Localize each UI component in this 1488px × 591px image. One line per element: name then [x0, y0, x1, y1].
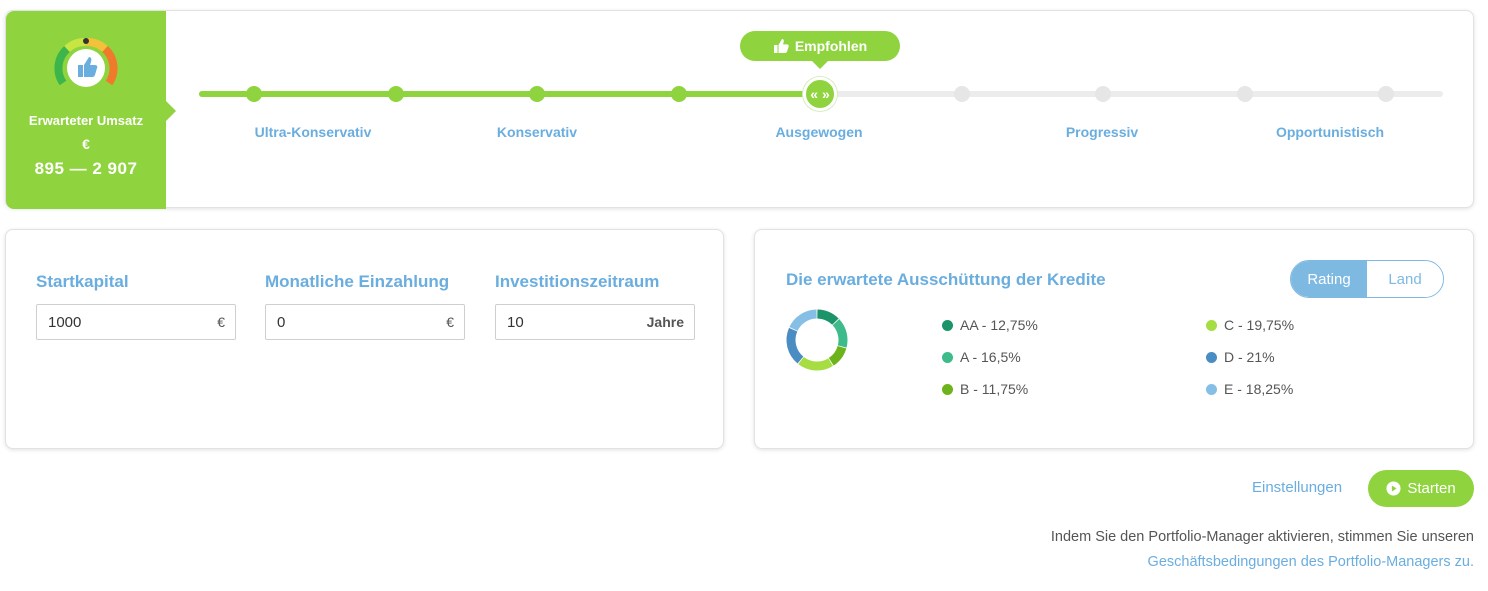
legend-item-d: D - 21%	[1206, 349, 1275, 365]
thumbs-up-icon	[773, 39, 789, 53]
start-capital-field: Startkapital €	[36, 272, 236, 340]
start-capital-box: €	[36, 304, 236, 340]
investment-period-unit: Jahre	[646, 314, 684, 330]
terms-text: Indem Sie den Portfolio-Manager aktivier…	[1050, 529, 1474, 545]
level-opportunistisch[interactable]: Opportunistisch	[1275, 124, 1385, 140]
legend-dot-b	[942, 383, 953, 395]
investment-period-input[interactable]	[496, 305, 646, 339]
legend-dot-a	[942, 351, 953, 363]
monthly-deposit-box: €	[265, 304, 465, 340]
terms-link[interactable]: Geschäftsbedingungen des Portfolio-Manag…	[1147, 554, 1474, 570]
start-button[interactable]: Starten	[1368, 470, 1474, 507]
risk-slider-step[interactable]	[246, 86, 262, 102]
loan-distribution-card: Die erwartete Ausschüttung der Kredite R…	[754, 229, 1474, 449]
expected-revenue-panel: Erwarteter Umsatz € 895 — 2 907	[6, 11, 176, 209]
distribution-title: Die erwartete Ausschüttung der Kredite	[786, 270, 1106, 289]
risk-slider-step[interactable]	[1236, 86, 1253, 102]
legend-item-e: E - 18,25%	[1206, 381, 1293, 397]
legend-item-c: C - 19,75%	[1206, 317, 1294, 333]
donut-slice-4	[798, 356, 833, 371]
level-progressiv[interactable]: Progressiv	[1065, 124, 1139, 140]
legend-item-a: A - 16,5%	[942, 349, 1021, 365]
risk-slider-handle[interactable]: « »	[803, 77, 837, 111]
rating-land-toggle: Rating Land	[1290, 260, 1444, 298]
donut-slice-5	[786, 327, 804, 364]
legend-dot-e	[1206, 383, 1217, 395]
legend-label-aa: AA - 12,75%	[960, 317, 1038, 333]
legend-dot-d	[1206, 351, 1217, 363]
risk-slider-step[interactable]	[1095, 86, 1111, 102]
legend-label-a: A - 16,5%	[960, 349, 1021, 365]
revenue-currency: €	[82, 136, 90, 152]
level-konservativ[interactable]: Konservativ	[496, 124, 578, 140]
toggle-land[interactable]: Land	[1367, 261, 1443, 297]
risk-slider-step[interactable]	[387, 86, 404, 102]
settings-link[interactable]: Einstellungen	[1252, 479, 1343, 496]
level-ausgewogen[interactable]: Ausgewogen	[775, 124, 863, 140]
monthly-deposit-unit: €	[446, 314, 454, 330]
donut-slice-1	[816, 309, 839, 326]
level-ultra-konservativ[interactable]: Ultra-Konservativ	[254, 124, 372, 140]
play-circle-icon	[1386, 481, 1401, 496]
thumbs-up-gauge-icon	[54, 38, 118, 87]
risk-slider-step[interactable]	[670, 86, 687, 102]
start-capital-input[interactable]	[37, 305, 187, 339]
legend-item-b: B - 11,75%	[942, 381, 1028, 397]
expected-revenue-label: Erwarteter Umsatz	[28, 113, 144, 128]
legend-dot-c	[1206, 319, 1217, 331]
investment-period-label: Investitionszeitraum	[495, 272, 660, 291]
monthly-deposit-field: Monatliche Einzahlung €	[265, 272, 465, 340]
legend-label-e: E - 18,25%	[1224, 381, 1294, 397]
investment-inputs-card: Startkapital € Monatliche Einzahlung € I…	[5, 229, 724, 449]
monthly-deposit-label: Monatliche Einzahlung	[265, 272, 450, 291]
start-capital-unit: €	[217, 314, 225, 330]
risk-slider-step[interactable]	[529, 86, 545, 102]
legend-item-aa: AA - 12,75%	[942, 317, 1038, 333]
donut-slice-2	[832, 319, 848, 348]
legend-label-c: C - 19,75%	[1224, 317, 1295, 333]
legend-label-b: B - 11,75%	[960, 381, 1029, 397]
investment-period-field: Investitionszeitraum Jahre	[495, 272, 695, 340]
donut-slice-6	[789, 309, 818, 332]
recommended-label: Empfohlen	[794, 38, 868, 54]
investment-period-box: Jahre	[495, 304, 695, 340]
risk-slider-step[interactable]	[953, 86, 970, 102]
start-capital-label: Startkapital	[36, 272, 129, 291]
revenue-range: 895 — 2 907	[34, 159, 138, 178]
distribution-donut-chart	[786, 309, 848, 371]
risk-slider-fill	[199, 91, 820, 97]
start-label: Starten	[1407, 480, 1456, 497]
risk-slider-step[interactable]	[1378, 86, 1394, 102]
recommended-badge: Empfohlen	[740, 31, 900, 69]
donut-slice-3	[828, 345, 847, 366]
legend-dot-aa	[942, 319, 953, 331]
toggle-rating[interactable]: Rating	[1291, 261, 1367, 297]
legend-label-d: D - 21%	[1224, 349, 1275, 365]
risk-profile-card: Erwarteter Umsatz € 895 — 2 907 Empfohle…	[5, 10, 1474, 209]
monthly-deposit-input[interactable]	[266, 305, 416, 339]
